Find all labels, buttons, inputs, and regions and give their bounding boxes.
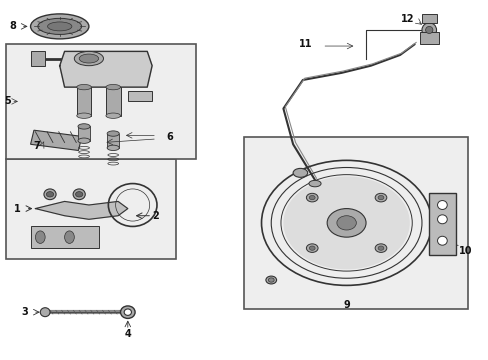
Text: 10: 10 bbox=[458, 247, 471, 256]
Ellipse shape bbox=[30, 14, 89, 39]
Ellipse shape bbox=[77, 85, 91, 90]
Circle shape bbox=[309, 246, 314, 250]
Bar bbox=[428, 193, 455, 255]
Ellipse shape bbox=[437, 236, 447, 245]
Text: 11: 11 bbox=[299, 39, 312, 49]
Bar bbox=[78, 126, 90, 141]
Ellipse shape bbox=[421, 23, 436, 37]
Circle shape bbox=[336, 216, 356, 230]
Ellipse shape bbox=[425, 26, 432, 33]
Text: 1: 1 bbox=[14, 203, 21, 213]
Text: 7: 7 bbox=[34, 141, 40, 151]
Ellipse shape bbox=[35, 231, 45, 243]
Bar bbox=[6, 158, 176, 258]
Circle shape bbox=[306, 244, 317, 252]
Polygon shape bbox=[60, 51, 152, 87]
Circle shape bbox=[374, 193, 386, 202]
Ellipse shape bbox=[106, 85, 120, 90]
Ellipse shape bbox=[38, 18, 81, 35]
Ellipse shape bbox=[308, 180, 321, 187]
Ellipse shape bbox=[46, 192, 54, 197]
Bar bbox=[244, 137, 467, 309]
Circle shape bbox=[283, 176, 409, 269]
Circle shape bbox=[374, 244, 386, 252]
Circle shape bbox=[377, 246, 383, 250]
Ellipse shape bbox=[40, 308, 50, 317]
Text: 12: 12 bbox=[400, 14, 414, 24]
Ellipse shape bbox=[437, 215, 447, 224]
Bar bbox=[419, 32, 438, 44]
Ellipse shape bbox=[73, 189, 85, 200]
Ellipse shape bbox=[74, 51, 103, 66]
Ellipse shape bbox=[268, 278, 274, 282]
Polygon shape bbox=[35, 202, 127, 219]
Ellipse shape bbox=[107, 131, 119, 136]
Text: 5: 5 bbox=[4, 96, 11, 107]
Bar bbox=[6, 44, 196, 158]
Bar bbox=[30, 130, 81, 150]
Bar bbox=[30, 51, 45, 66]
Ellipse shape bbox=[78, 138, 90, 143]
Ellipse shape bbox=[124, 309, 131, 315]
Bar bbox=[107, 134, 119, 148]
Bar bbox=[30, 226, 99, 248]
Bar bbox=[77, 87, 91, 116]
Ellipse shape bbox=[77, 113, 91, 118]
Text: 9: 9 bbox=[343, 300, 349, 310]
Circle shape bbox=[309, 195, 314, 200]
Circle shape bbox=[326, 208, 366, 237]
Ellipse shape bbox=[75, 192, 82, 197]
Ellipse shape bbox=[107, 145, 119, 150]
Ellipse shape bbox=[292, 168, 307, 177]
Circle shape bbox=[306, 193, 317, 202]
Bar bbox=[421, 14, 436, 23]
Ellipse shape bbox=[120, 306, 135, 319]
Text: 3: 3 bbox=[21, 307, 28, 317]
Ellipse shape bbox=[106, 113, 120, 118]
Text: 4: 4 bbox=[124, 329, 131, 339]
Ellipse shape bbox=[44, 189, 56, 200]
Ellipse shape bbox=[64, 231, 74, 243]
Text: 2: 2 bbox=[152, 211, 159, 221]
Ellipse shape bbox=[78, 124, 90, 129]
Ellipse shape bbox=[47, 22, 72, 31]
Ellipse shape bbox=[265, 276, 276, 284]
Text: 6: 6 bbox=[166, 132, 173, 142]
Ellipse shape bbox=[437, 201, 447, 210]
Bar bbox=[106, 87, 120, 116]
Text: 8: 8 bbox=[9, 21, 16, 31]
Ellipse shape bbox=[79, 54, 99, 63]
Bar bbox=[127, 91, 152, 102]
Circle shape bbox=[377, 195, 383, 200]
